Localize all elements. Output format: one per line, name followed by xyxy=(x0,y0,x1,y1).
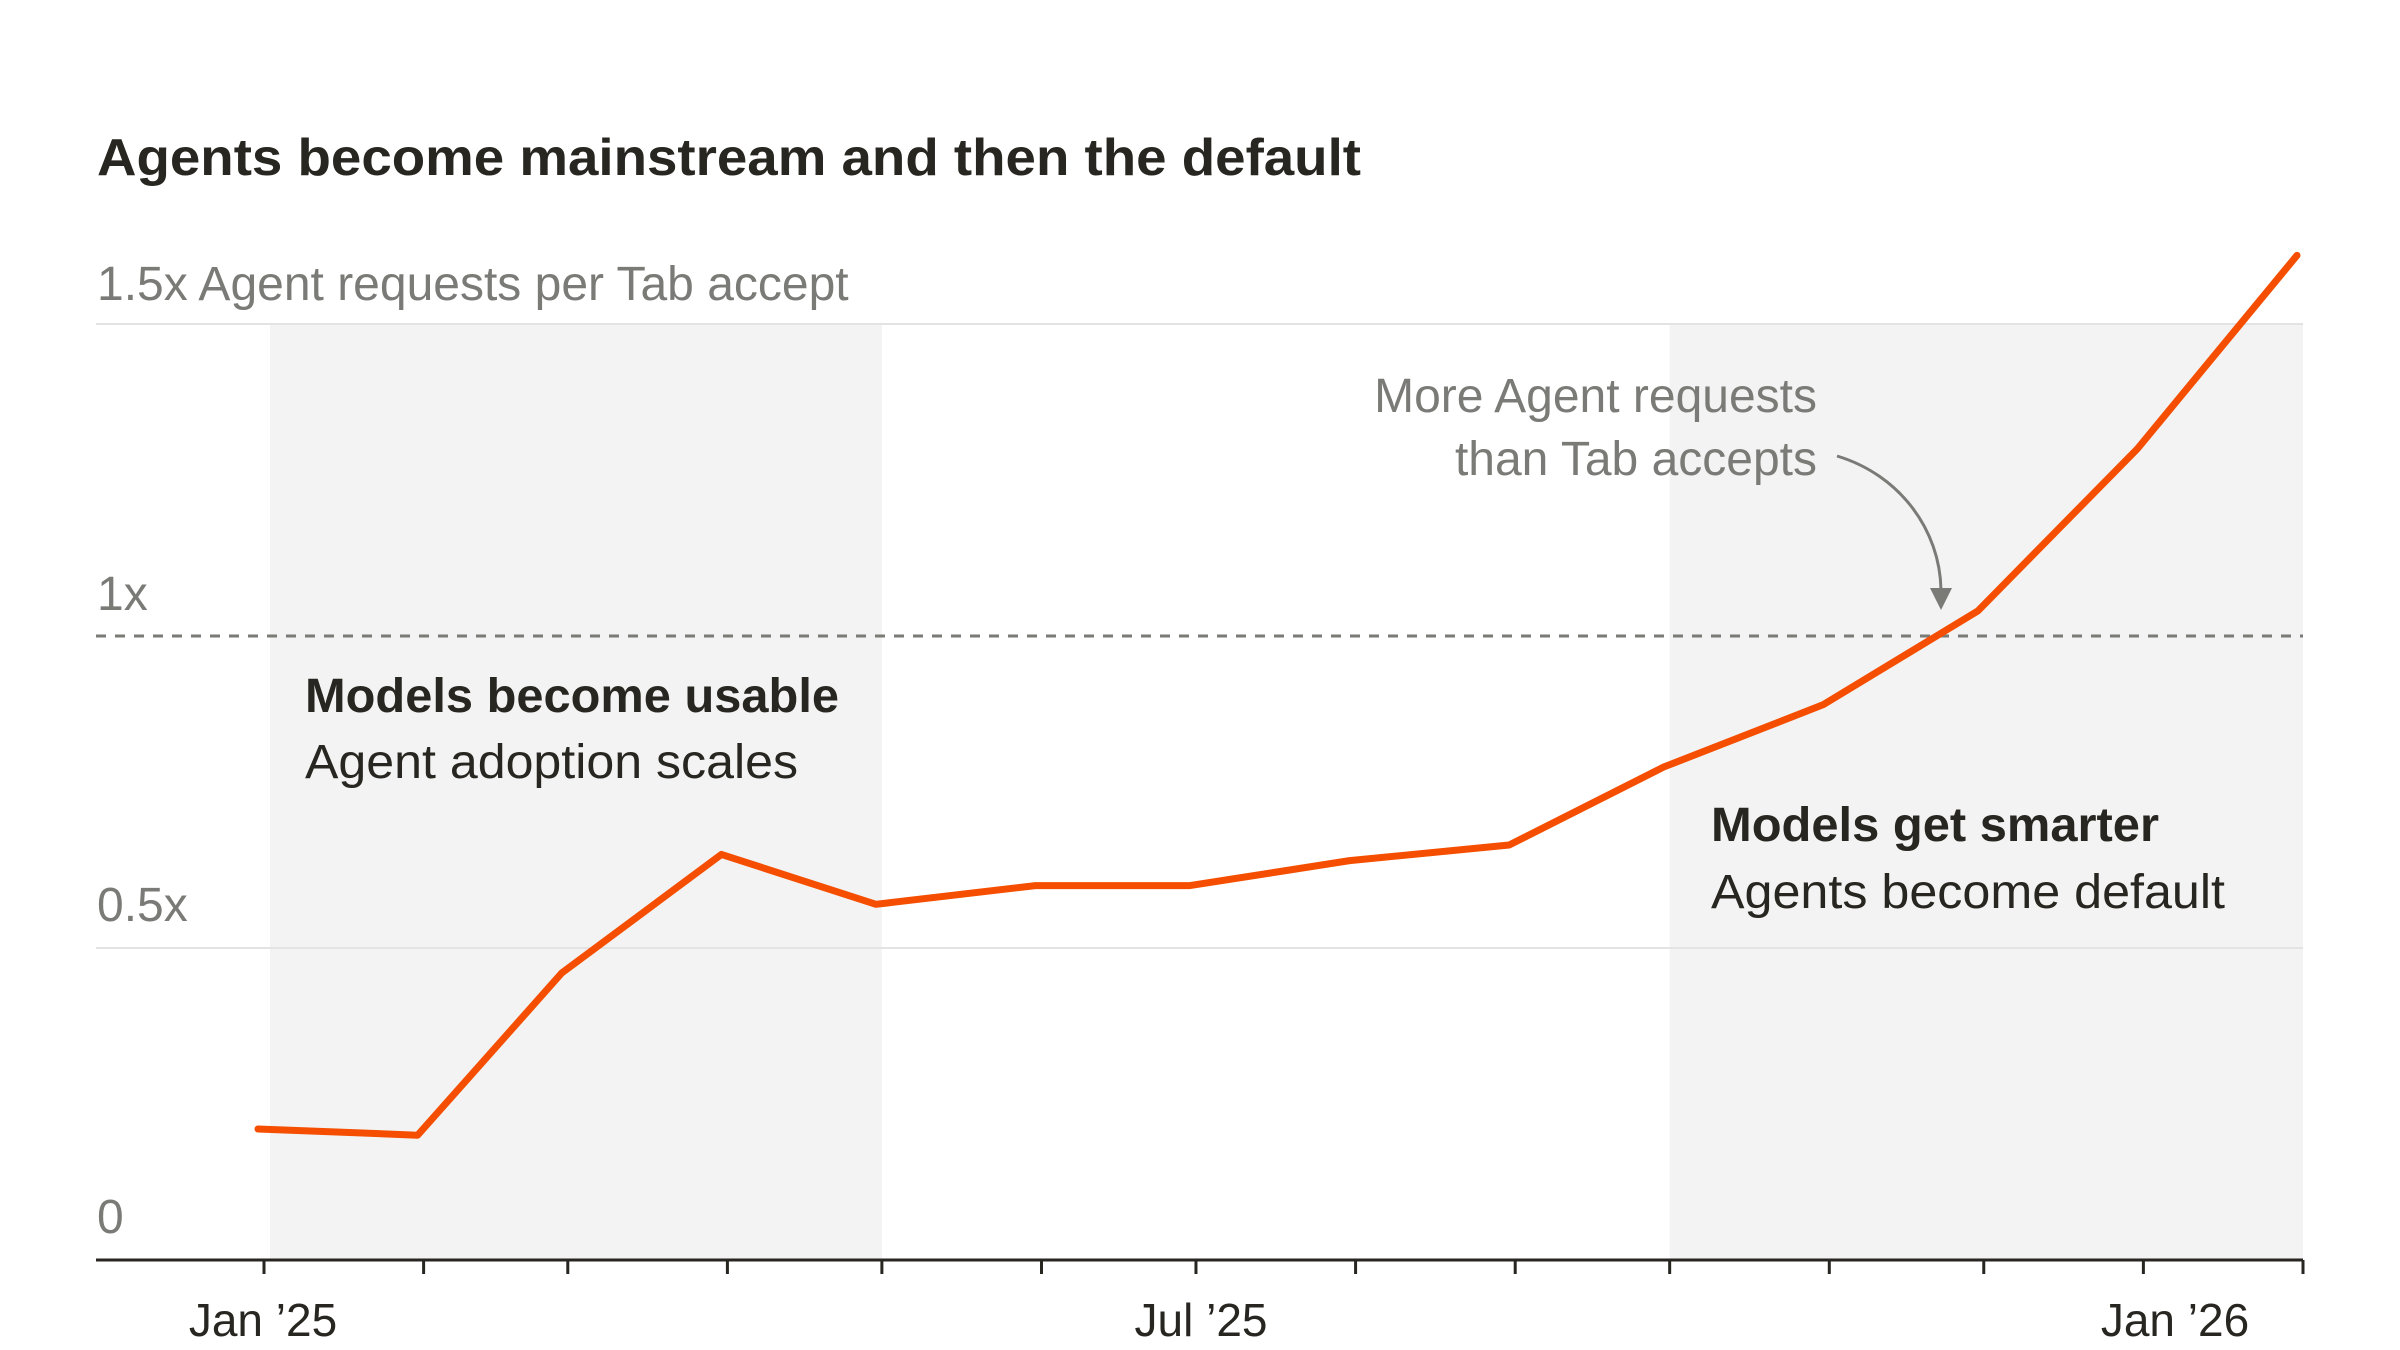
series-line xyxy=(254,251,2301,1139)
period-1-heading: Models become usable xyxy=(305,670,839,723)
period-1-text: Agent adoption scales xyxy=(305,736,798,789)
annotation-line-1: More Agent requests xyxy=(1374,370,1817,423)
y-tick-label-0.5: 0.5x xyxy=(97,879,188,932)
shaded-period-1 xyxy=(270,324,882,1260)
y-tick-label-0: 0 xyxy=(97,1191,124,1244)
chart-title: Agents become mainstream and then the de… xyxy=(97,129,1361,187)
annotation-arrow xyxy=(1836,454,1943,591)
y-tick-label-1.5: 1.5x xyxy=(97,258,188,311)
y-axis-label: Agent requests per Tab accept xyxy=(198,258,848,311)
y-axis-title: 1.5x Agent requests per Tab accept xyxy=(97,258,849,311)
x-tick-label-jan-26: Jan ’26 xyxy=(2101,1294,2249,1346)
y-tick-label-1: 1x xyxy=(97,568,148,621)
period-2-text: Agents become default xyxy=(1711,866,2225,919)
x-tick-label-jan-25: Jan ’25 xyxy=(189,1294,337,1346)
annotation-arrowhead-icon xyxy=(1930,588,1952,610)
shaded-period-2 xyxy=(1669,324,2303,1260)
period-2-heading: Models get smarter xyxy=(1711,799,2159,852)
annotation-line-2: than Tab accepts xyxy=(1455,433,1817,486)
x-tick-label-jul-25: Jul ’25 xyxy=(1135,1294,1268,1346)
